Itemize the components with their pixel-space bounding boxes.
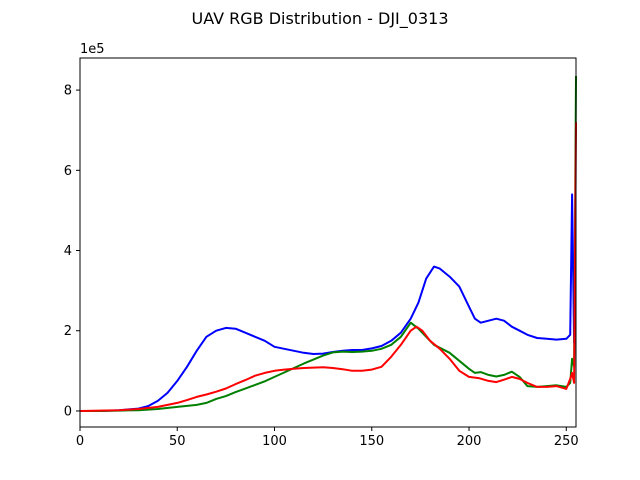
x-tick-label-250: 250 xyxy=(554,434,579,449)
plot-frame xyxy=(79,57,577,428)
series-layer xyxy=(79,75,577,412)
series-line-2 xyxy=(79,122,577,412)
y-offset-label: 1e5 xyxy=(80,42,105,57)
y-tick-label-8: 8 xyxy=(64,84,72,99)
y-tick-label-6: 6 xyxy=(64,164,72,179)
axes-layer: 0 50 100 150 200 250 0 2 4 6 8 xyxy=(64,57,579,449)
y-tick-label-0: 0 xyxy=(64,404,72,419)
y-tick-label-2: 2 xyxy=(64,324,72,339)
series-line-1 xyxy=(80,75,577,412)
x-tick-label-100: 100 xyxy=(262,434,287,449)
x-tick-label-150: 150 xyxy=(359,434,384,449)
x-tick-label-0: 0 xyxy=(76,434,84,449)
x-tick-label-50: 50 xyxy=(169,434,186,449)
series-line-0 xyxy=(80,193,576,412)
x-tick-label-200: 200 xyxy=(457,434,482,449)
chart-title: UAV RGB Distribution - DJI_0313 xyxy=(191,9,448,29)
y-tick-label-4: 4 xyxy=(64,244,72,259)
